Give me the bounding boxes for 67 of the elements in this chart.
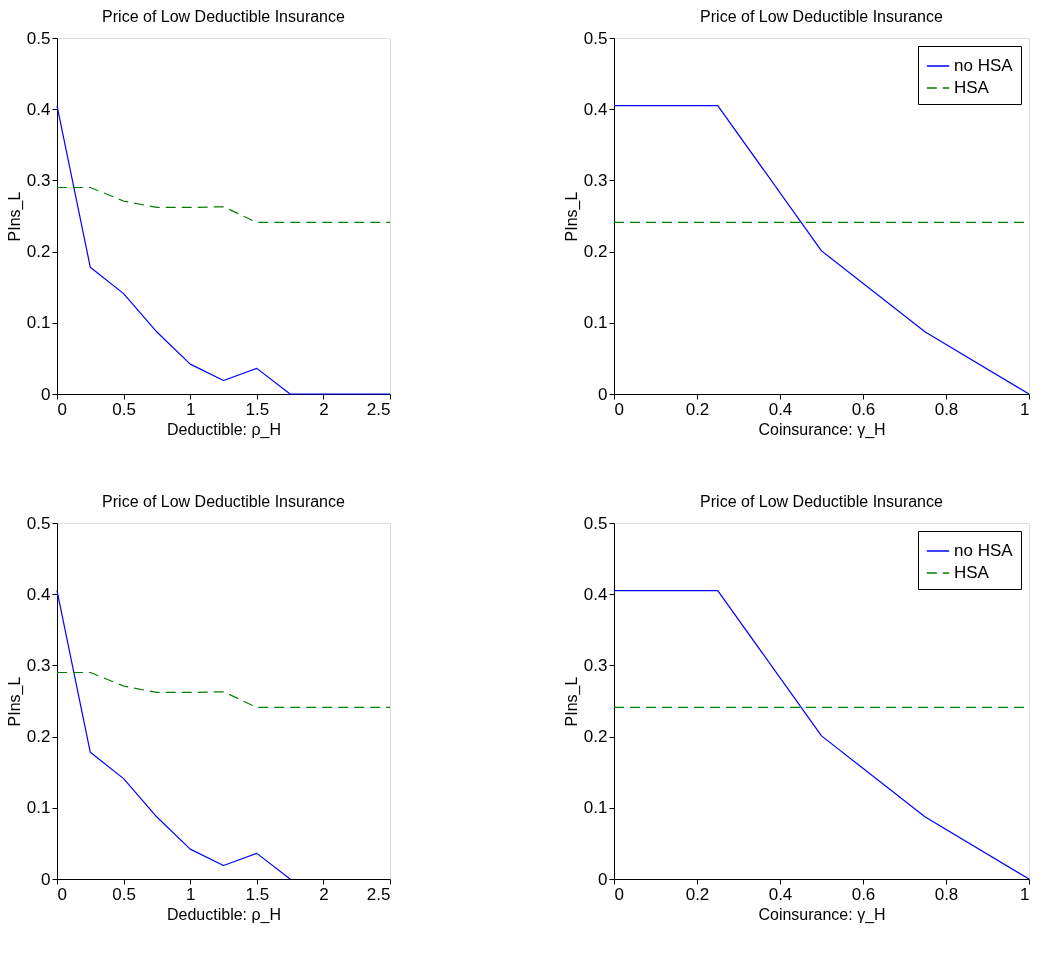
y-tick-label: 0.2 bbox=[583, 242, 608, 262]
chart-title: Price of Low Deductible Insurance bbox=[102, 8, 345, 25]
x-axis-title: Deductible: ρ_H bbox=[166, 905, 282, 924]
x-tick-label: 0 bbox=[614, 399, 624, 419]
x-tick-label: 0.4 bbox=[768, 399, 793, 419]
legend-label: HSA bbox=[954, 563, 990, 582]
x-tick-label: 0.6 bbox=[851, 884, 876, 904]
x-axis-title: Coinsurance: γ_H bbox=[758, 420, 886, 439]
x-tick-label: 0 bbox=[614, 884, 624, 904]
y-tick-label: 0.5 bbox=[26, 28, 51, 48]
x-tick-label: 2 bbox=[319, 399, 329, 419]
y-tick-label: 0.4 bbox=[26, 584, 51, 604]
y-tick-label: 0.1 bbox=[583, 798, 608, 818]
y-tick-label: 0 bbox=[598, 869, 608, 889]
y-tick-label: 0.3 bbox=[583, 655, 608, 675]
x-tick-label: 2.5 bbox=[366, 399, 391, 419]
x-tick-label: 1 bbox=[1020, 399, 1030, 419]
x-tick-label: 0.8 bbox=[934, 884, 959, 904]
line-series bbox=[56, 671, 391, 709]
y-tick-label: 0.3 bbox=[26, 170, 51, 190]
x-tick-label: 0.5 bbox=[112, 399, 136, 419]
y-tick-label: 0.1 bbox=[26, 313, 51, 333]
x-tick-label: 1.5 bbox=[245, 884, 270, 904]
y-tick-label: 0 bbox=[598, 384, 608, 404]
y-tick-label: 0.4 bbox=[26, 99, 51, 119]
y-tick-label: 0.2 bbox=[583, 727, 608, 747]
x-tick-label: 2 bbox=[319, 884, 329, 904]
x-tick-label: 0 bbox=[57, 399, 67, 419]
y-tick-label: 0.4 bbox=[583, 99, 608, 119]
x-tick-label: 1 bbox=[185, 399, 196, 419]
y-axis-title: PIns_L bbox=[562, 191, 581, 242]
x-tick-label: 0.2 bbox=[685, 884, 710, 904]
line-series bbox=[56, 590, 291, 880]
y-tick-label: 0.5 bbox=[583, 513, 608, 533]
chart-title: Price of Low Deductible Insurance bbox=[102, 493, 345, 510]
x-tick-label: 1 bbox=[185, 884, 196, 904]
chart-title: Price of Low Deductible Insurance bbox=[700, 493, 943, 510]
y-tick-label: 0.1 bbox=[583, 313, 608, 333]
x-tick-label: 0.8 bbox=[934, 399, 959, 419]
legend-label: no HSA bbox=[954, 56, 1014, 75]
x-tick-label: 1.5 bbox=[245, 399, 270, 419]
y-tick-label: 0.2 bbox=[26, 727, 51, 747]
y-axis-title: PIns_L bbox=[5, 676, 24, 727]
legend-label: no HSA bbox=[954, 541, 1014, 560]
y-axis-title: PIns_L bbox=[5, 191, 24, 242]
x-tick-label: 0 bbox=[57, 884, 67, 904]
y-tick-label: 0.5 bbox=[583, 28, 608, 48]
legend-label: HSA bbox=[954, 78, 990, 97]
y-tick-label: 0 bbox=[41, 869, 51, 889]
y-tick-label: 0.4 bbox=[583, 584, 608, 604]
y-tick-label: 0.3 bbox=[583, 170, 608, 190]
y-tick-label: 0.5 bbox=[26, 513, 51, 533]
x-tick-label: 0.4 bbox=[768, 884, 793, 904]
y-tick-label: 0 bbox=[41, 384, 51, 404]
y-tick-label: 0.1 bbox=[26, 798, 51, 818]
y-axis-title: PIns_L bbox=[562, 676, 581, 727]
x-tick-label: 0.2 bbox=[685, 399, 710, 419]
x-tick-label: 0.5 bbox=[112, 884, 136, 904]
x-tick-label: 0.6 bbox=[851, 399, 876, 419]
x-axis-title: Deductible: ρ_H bbox=[166, 420, 282, 439]
line-series bbox=[56, 186, 391, 224]
y-tick-label: 0.3 bbox=[26, 655, 51, 675]
y-tick-label: 0.2 bbox=[26, 242, 51, 262]
x-tick-label: 2.5 bbox=[366, 884, 391, 904]
x-axis-title: Coinsurance: γ_H bbox=[758, 905, 886, 924]
chart-title: Price of Low Deductible Insurance bbox=[700, 8, 943, 25]
x-tick-label: 1 bbox=[1020, 884, 1030, 904]
